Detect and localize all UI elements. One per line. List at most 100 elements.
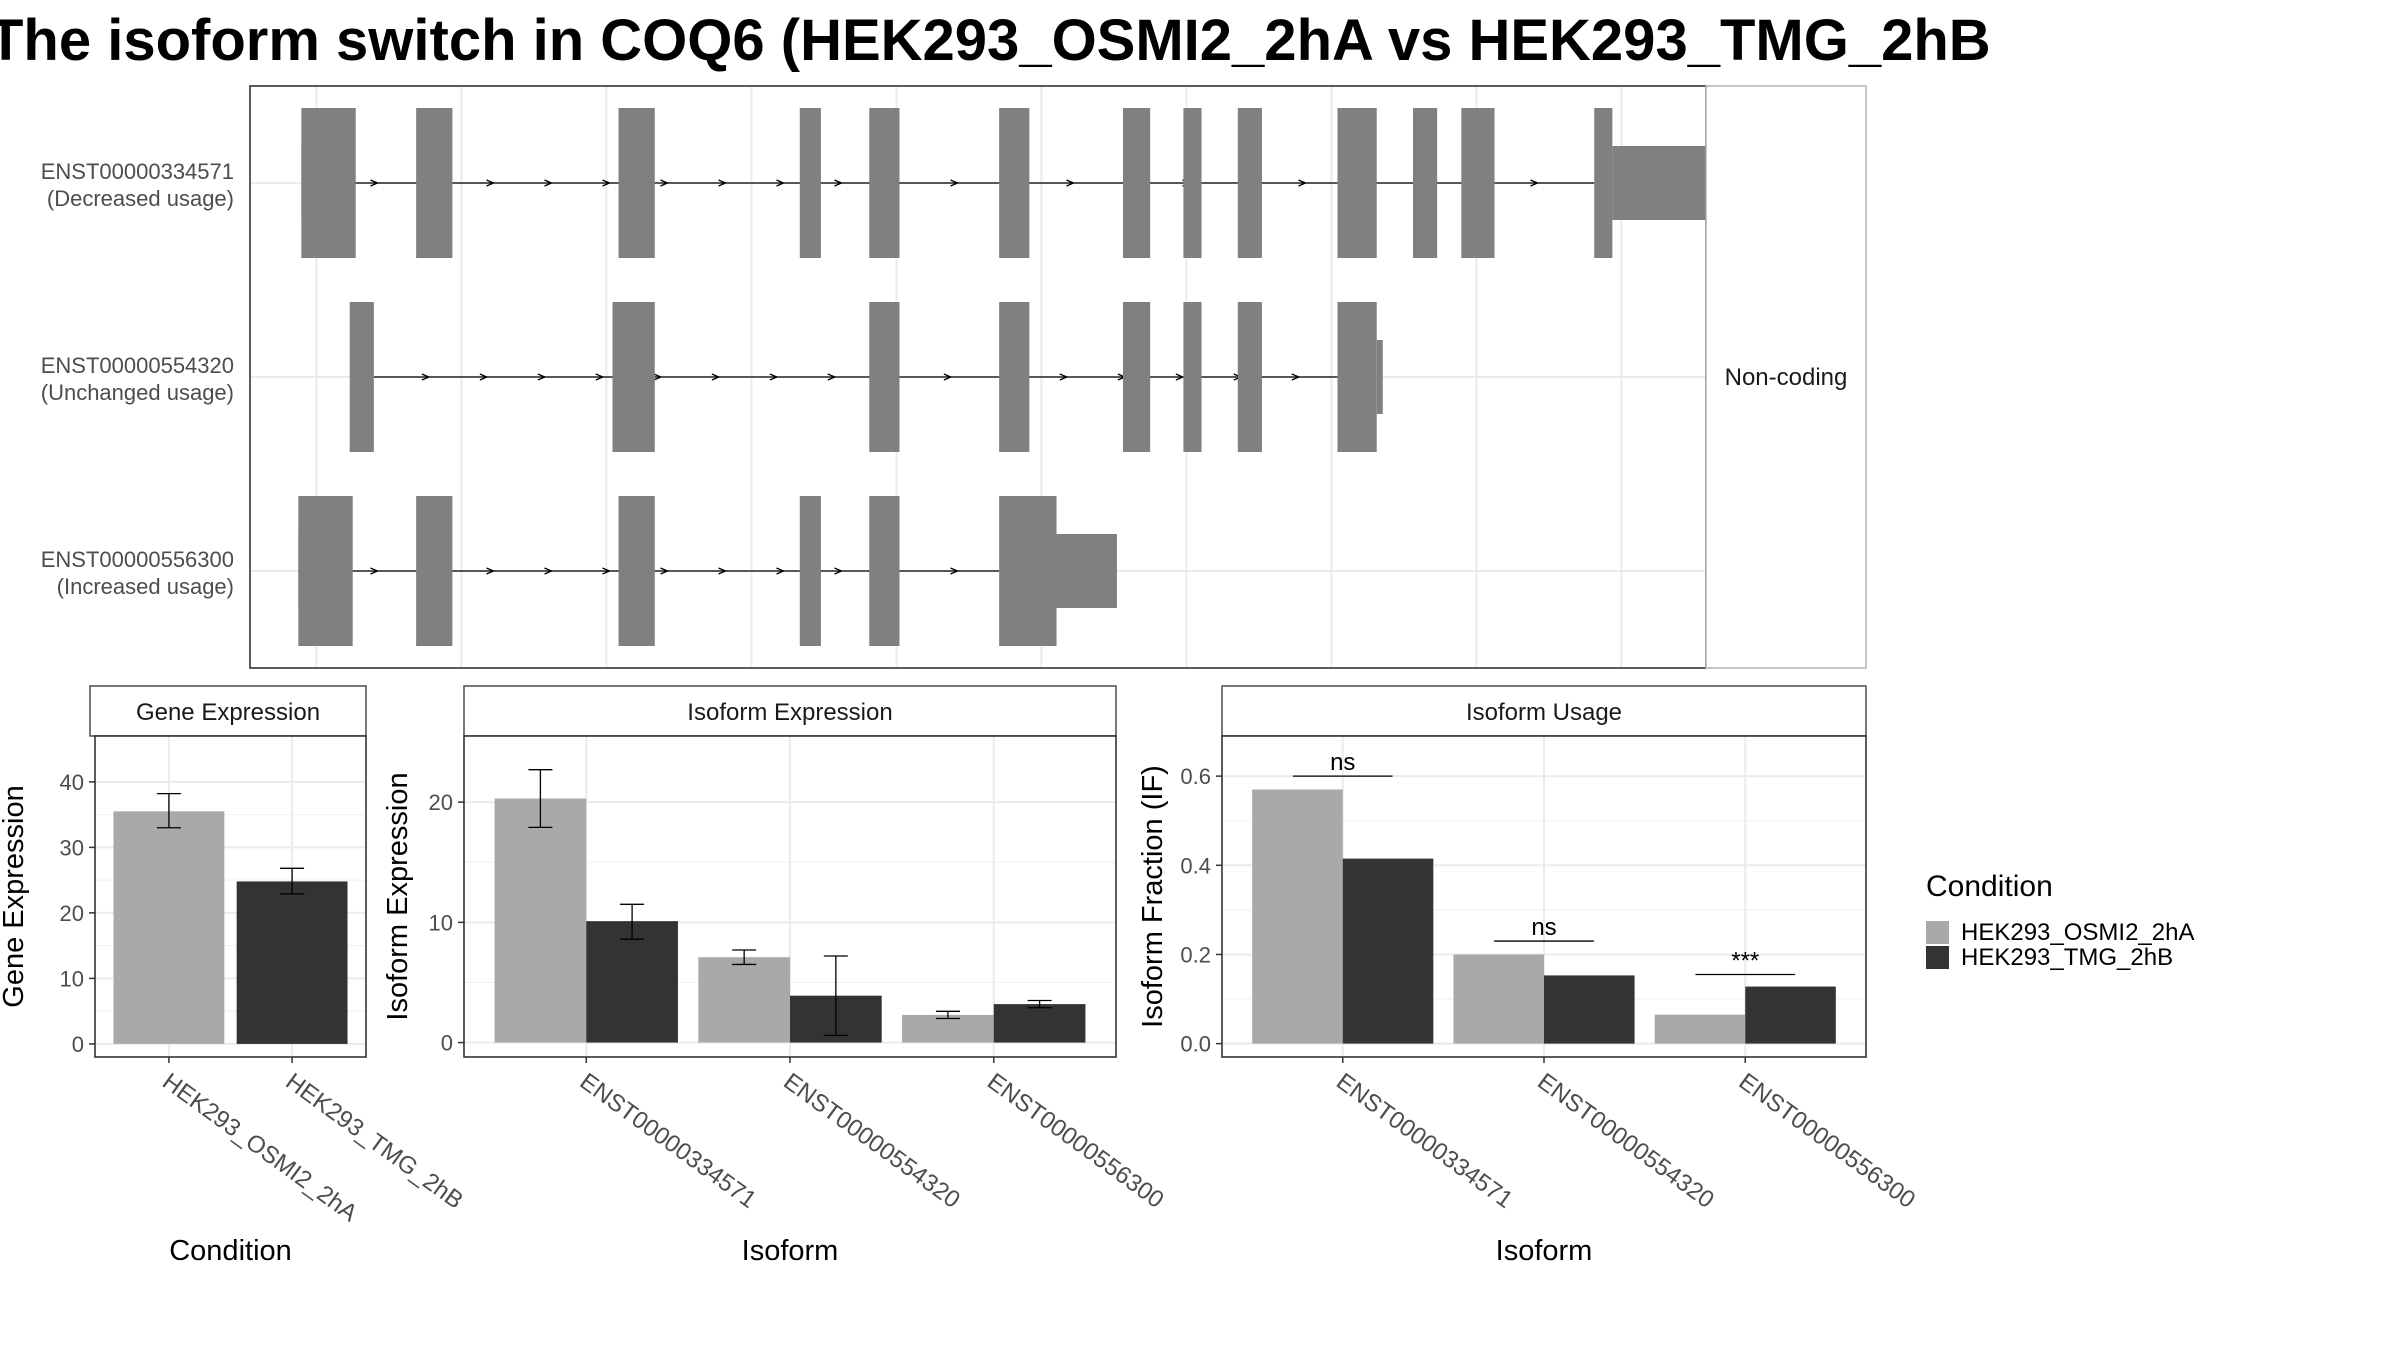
exon-block: [618, 108, 655, 258]
direction-arrow: [479, 373, 489, 381]
y-tick-label: 10: [429, 910, 453, 935]
direction-arrow: [486, 567, 496, 575]
plot-border: [94, 735, 367, 1058]
legend-label: HEK293_TMG_2hB: [1961, 944, 2173, 971]
direction-arrow: [776, 567, 786, 575]
exon-block: [1594, 108, 1613, 258]
y-tick-label: 0.4: [1180, 853, 1211, 878]
exon-block: [1122, 302, 1151, 452]
utr-block: [1376, 340, 1383, 414]
bar-HEK293_TMG_2hB-ENST00000554320: [1544, 975, 1635, 1044]
panel-strip: [1221, 685, 1867, 737]
bar-HEK293_OSMI2_2hA-ENST00000334571: [494, 798, 587, 1043]
figure-title: The isoform switch in COQ6 (HEK293_OSMI2…: [0, 8, 1991, 73]
exon-block: [869, 496, 900, 646]
direction-arrow: [370, 179, 380, 187]
bar-HEK293_TMG_2hB-ENST00000334571: [1342, 858, 1434, 1044]
bar-HEK293_OSMI2_2hA-ENST00000334571: [1252, 789, 1343, 1044]
transcript-id-label: ENST00000556300: [41, 547, 234, 572]
exon-block: [869, 108, 900, 258]
legend-title: Condition: [1926, 870, 2053, 903]
direction-arrow: [421, 373, 431, 381]
panel-strip: [463, 685, 1117, 737]
direction-arrow: [834, 567, 844, 575]
panel-strip: [89, 685, 367, 737]
legend-swatch-HEK293_OSMI2_2hA: [1926, 921, 1949, 944]
direction-arrow: [660, 179, 670, 187]
panel-strip-title: Isoform Usage: [1466, 699, 1622, 726]
bar-HEK293_OSMI2_2hA-ENST00000554320: [698, 957, 790, 1043]
x-tick-label: ENST00000334571: [575, 1068, 761, 1214]
direction-arrow: [1175, 373, 1185, 381]
y-tick-label: 0: [72, 1032, 84, 1057]
exon-block: [618, 496, 655, 646]
direction-arrow: [834, 179, 844, 187]
direction-arrow: [950, 567, 960, 575]
direction-arrow: [943, 373, 953, 381]
exon-block: [999, 496, 1057, 646]
direction-arrow: [1059, 373, 1069, 381]
direction-arrow: [602, 179, 612, 187]
panel-strip-title: Isoform Expression: [687, 699, 892, 726]
y-tick-label: 0.6: [1180, 764, 1211, 789]
chart-panel-0: [89, 685, 367, 1063]
strip-label-non-coding: Non-coding: [1725, 364, 1848, 391]
exon-block: [999, 108, 1030, 258]
chart-panel-2: [1216, 685, 1867, 1063]
y-tick-label: 0.2: [1180, 942, 1211, 967]
transcript-panel: [249, 85, 1867, 669]
direction-arrow: [718, 567, 728, 575]
exon-block: [1183, 302, 1202, 452]
direction-arrow: [537, 373, 547, 381]
exon-block: [301, 108, 356, 258]
direction-arrow: [827, 373, 837, 381]
y-tick-label: 40: [60, 770, 84, 795]
panel-strip-title: Gene Expression: [136, 699, 320, 726]
direction-arrow: [1530, 179, 1540, 187]
direction-arrow: [660, 567, 670, 575]
direction-arrow: [486, 179, 496, 187]
direction-arrow: [950, 179, 960, 187]
direction-arrow: [718, 179, 728, 187]
y-axis-label: Isoform Fraction (IF): [1137, 765, 1169, 1028]
transcript-usage-label: (Unchanged usage): [41, 380, 234, 405]
x-tick-label: HEK293_OSMI2_2hA: [157, 1068, 362, 1227]
facet-strip: [1705, 85, 1867, 669]
x-axis-label: Condition: [169, 1235, 292, 1267]
x-tick-label: ENST00000556300: [1734, 1068, 1920, 1214]
exon-block: [799, 108, 821, 258]
direction-arrow: [1066, 179, 1076, 187]
bar-HEK293_TMG_2hB-ENST00000334571: [586, 921, 678, 1043]
exon-block: [298, 496, 353, 646]
transcript-usage-label: (Increased usage): [57, 574, 234, 599]
significance-label: ***: [1731, 948, 1759, 975]
y-axis-label: Gene Expression: [0, 785, 30, 1007]
exon-block: [1122, 108, 1151, 258]
direction-arrow: [769, 373, 779, 381]
bar-HEK293_OSMI2_2hA-ENST00000554320: [1453, 954, 1544, 1044]
bar-HEK293_OSMI2_2hA-HEK293_OSMI2_2hA: [113, 811, 225, 1044]
y-tick-label: 0: [441, 1031, 453, 1056]
utr-block: [1612, 146, 1706, 220]
exon-block: [1337, 302, 1377, 452]
exon-block: [999, 302, 1030, 452]
legend-swatch-HEK293_TMG_2hB: [1926, 946, 1949, 969]
y-tick-label: 20: [60, 901, 84, 926]
bar-HEK293_TMG_2hB-ENST00000556300: [993, 1004, 1086, 1043]
exon-block: [1337, 108, 1377, 258]
exon-block: [1183, 108, 1202, 258]
exon-block: [1237, 302, 1262, 452]
exon-block: [799, 496, 821, 646]
y-tick-label: 0.0: [1180, 1032, 1211, 1057]
x-tick-label: ENST00000556300: [982, 1068, 1168, 1214]
significance-label: ns: [1330, 749, 1355, 776]
direction-arrow: [711, 373, 721, 381]
direction-arrow: [1298, 179, 1308, 187]
exon-block: [869, 302, 900, 452]
x-tick-label: ENST00000334571: [1331, 1068, 1517, 1214]
exon-block: [416, 496, 453, 646]
transcript-usage-label: (Decreased usage): [47, 186, 234, 211]
bar-HEK293_TMG_2hB-HEK293_TMG_2hB: [236, 881, 348, 1044]
direction-arrow: [602, 567, 612, 575]
